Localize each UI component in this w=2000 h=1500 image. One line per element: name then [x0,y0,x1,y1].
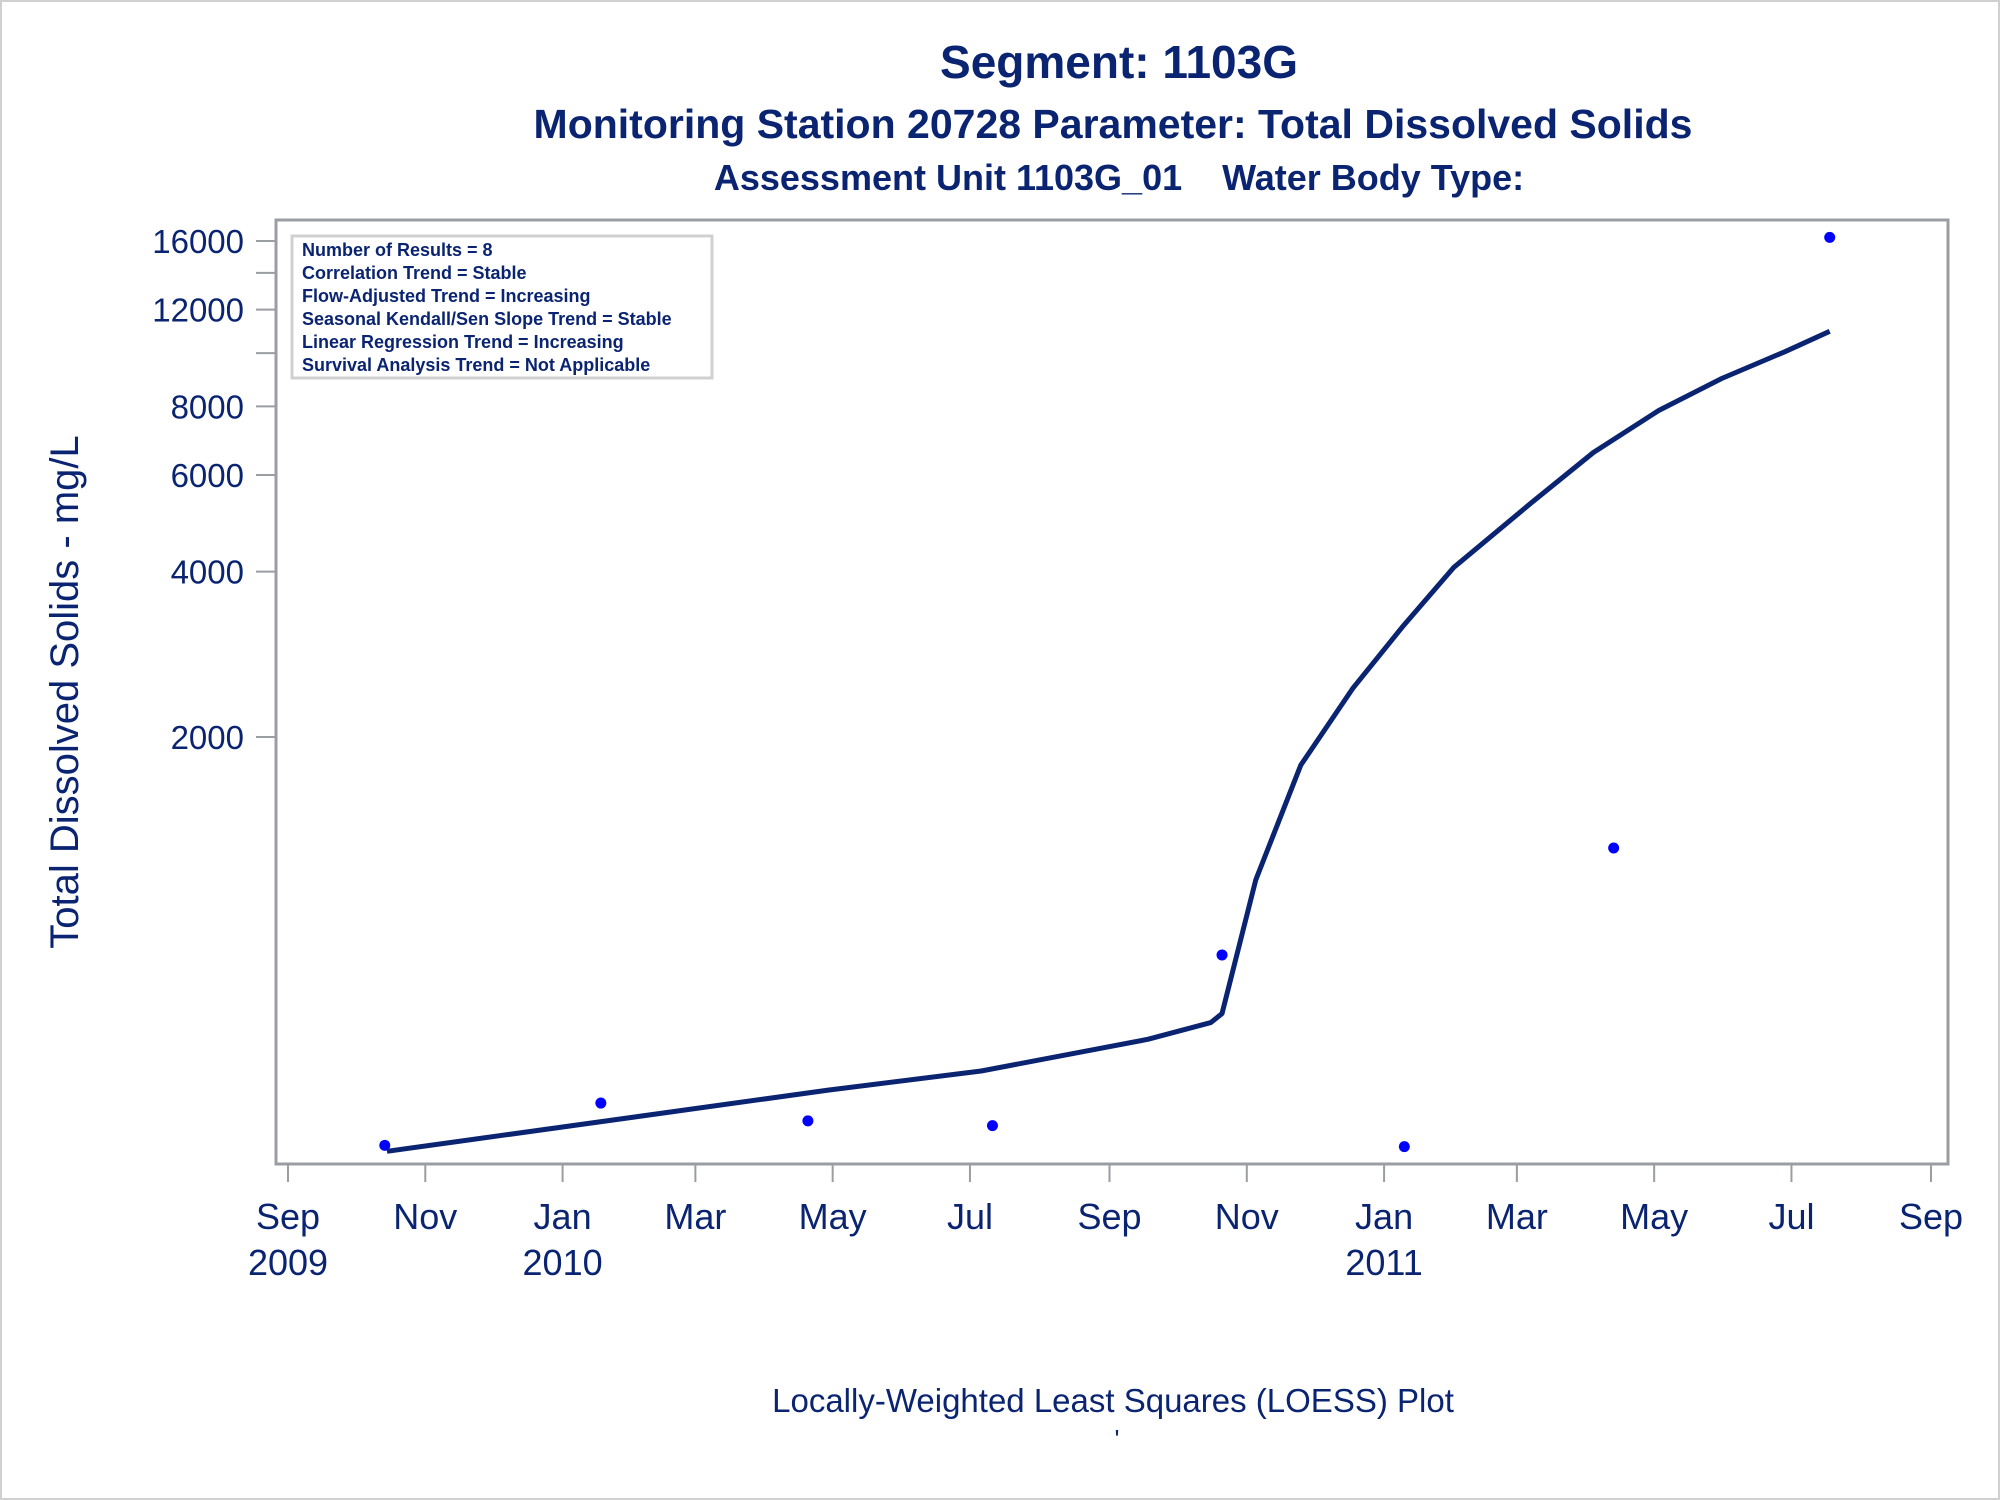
x-tick-label: Mar [1486,1196,1548,1237]
x-tick-label: May [799,1196,867,1237]
x-axis: Sep 2009 Nov Jan 2010 Mar May Jul Sep Nov Jan 2011 M… [248,1164,1963,1283]
x-tick-label: Sep [256,1196,320,1237]
x-tick-label: Nov [393,1196,457,1237]
x-tick-label: Jan [534,1196,592,1237]
legend-box: Number of Results = 8 Correlation Trend … [290,234,714,380]
legend-line: Correlation Trend = Stable [302,263,527,283]
y-axis: 16000 12000 8000 6000 4000 2000 [152,223,276,756]
x-tick-label: Jul [947,1196,993,1237]
data-point [802,1115,814,1127]
plot-frame [274,218,1950,1166]
x-tick-label: Nov [1215,1196,1279,1237]
y-tick-label: 8000 [171,388,244,425]
x-tick-label: Jul [1768,1196,1814,1237]
legend-line: Linear Regression Trend = Increasing [302,332,624,352]
loess-line [386,329,1831,1154]
plot-series [379,231,1836,1154]
legend-line: Survival Analysis Trend = Not Applicable [302,355,650,375]
x-tick-label: Sep [1077,1196,1141,1237]
chart-subtitle: Monitoring Station 20728 Parameter: Tota… [534,101,1693,147]
data-point [1824,231,1836,243]
chart-title: Segment: 1103G [940,36,1298,88]
legend-line: Seasonal Kendall/Sen Slope Trend = Stabl… [302,309,672,329]
x-tick-label: May [1620,1196,1688,1237]
x-tick-label: Mar [664,1196,726,1237]
data-point [1398,1141,1410,1153]
legend-line: Number of Results = 8 [302,240,493,260]
y-tick-label: 6000 [171,457,244,494]
x-tick-label: Jan [1355,1196,1413,1237]
footnote-mark: ' [1115,1424,1120,1454]
data-point [379,1139,391,1151]
data-point [595,1097,607,1109]
y-tick-label: 16000 [152,223,244,260]
x-tick-year-label: 2009 [248,1242,328,1283]
data-point [986,1120,998,1132]
legend-line: Flow-Adjusted Trend = Increasing [302,286,591,306]
data-point [1608,842,1620,854]
y-axis-label: Total Dissolved Solids - mg/L [43,435,87,949]
legend-frame [290,234,714,380]
y-tick-label: 2000 [171,719,244,756]
x-tick-year-label: 2011 [1345,1242,1422,1283]
y-tick-label: 4000 [171,554,244,591]
data-point [1216,949,1228,961]
chart-subtitle-2: Assessment Unit 1103G_01 Water Body Type… [714,157,1524,198]
x-tick-label: Sep [1899,1196,1963,1237]
x-tick-year-label: 2010 [523,1242,603,1283]
y-tick-label: 12000 [152,292,244,329]
footnote: Locally-Weighted Least Squares (LOESS) P… [772,1382,1454,1419]
